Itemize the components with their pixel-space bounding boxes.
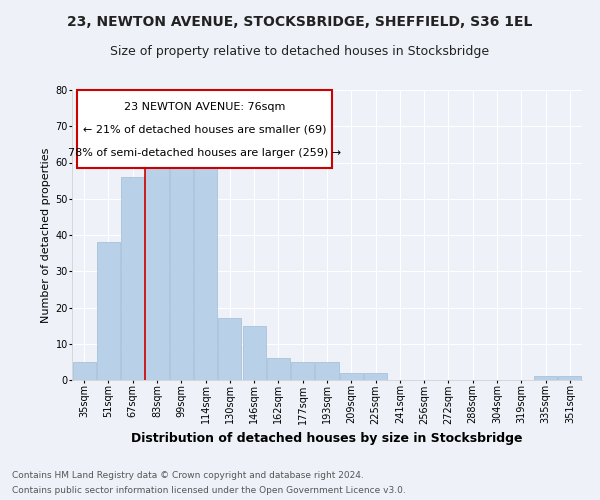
Bar xyxy=(145,162,169,380)
FancyBboxPatch shape xyxy=(77,90,332,168)
Bar xyxy=(559,376,581,380)
Text: Contains HM Land Registry data © Crown copyright and database right 2024.: Contains HM Land Registry data © Crown c… xyxy=(12,471,364,480)
Bar xyxy=(267,358,290,380)
Bar xyxy=(73,362,95,380)
Bar xyxy=(340,373,363,380)
Bar xyxy=(97,242,120,380)
Y-axis label: Number of detached properties: Number of detached properties xyxy=(41,148,51,322)
X-axis label: Distribution of detached houses by size in Stocksbridge: Distribution of detached houses by size … xyxy=(131,432,523,445)
Bar xyxy=(291,362,314,380)
Text: Size of property relative to detached houses in Stocksbridge: Size of property relative to detached ho… xyxy=(110,45,490,58)
Text: ← 21% of detached houses are smaller (69): ← 21% of detached houses are smaller (69… xyxy=(83,125,326,135)
Bar xyxy=(121,177,144,380)
Bar xyxy=(534,376,557,380)
Bar xyxy=(316,362,338,380)
Text: Contains public sector information licensed under the Open Government Licence v3: Contains public sector information licen… xyxy=(12,486,406,495)
Bar xyxy=(170,148,193,380)
Bar xyxy=(364,373,387,380)
Bar xyxy=(218,318,241,380)
Bar xyxy=(242,326,266,380)
Text: 23, NEWTON AVENUE, STOCKSBRIDGE, SHEFFIELD, S36 1EL: 23, NEWTON AVENUE, STOCKSBRIDGE, SHEFFIE… xyxy=(67,15,533,29)
Text: 78% of semi-detached houses are larger (259) →: 78% of semi-detached houses are larger (… xyxy=(68,148,341,158)
Text: 23 NEWTON AVENUE: 76sqm: 23 NEWTON AVENUE: 76sqm xyxy=(124,102,285,112)
Bar xyxy=(194,162,217,380)
